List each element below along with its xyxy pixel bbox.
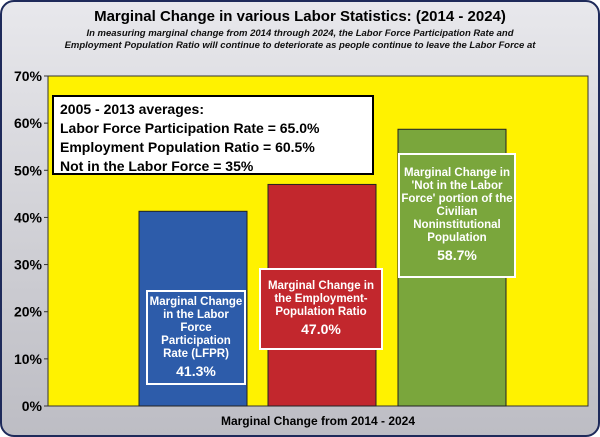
legend-line-epr: Employment Population Ratio = 60.5% (60, 139, 315, 155)
chart-subtitle: In measuring marginal change from 2014 t… (64, 28, 536, 51)
legend-line-nilf: Not in the Labor Force = 35% (60, 158, 254, 174)
bar-label-text: Marginal Change in 'Not in the Labor For… (401, 167, 513, 244)
x-axis-label: Marginal Change from 2014 - 2024 (221, 414, 415, 428)
bar-label-value: 41.3% (176, 362, 216, 379)
bar-label-lfpr: Marginal Change in the Labor Force Parti… (146, 290, 246, 385)
bar-label-epr: Marginal Change in the Employment-Popula… (259, 268, 383, 350)
bar-label-nilf: Marginal Change in 'Not in the Labor For… (398, 153, 516, 278)
bar-label-value: 58.7% (437, 247, 477, 263)
y-tick-label: 0% (22, 398, 43, 414)
averages-legend-box: 2005 - 2013 averages: Labor Force Partic… (52, 95, 374, 175)
y-tick-label: 10% (14, 351, 43, 367)
y-axis-ticks: 0% 10% 20% 30% 40% 50% 60% 70% (14, 68, 48, 414)
bar-label-text: Marginal Change in the Labor Force Parti… (149, 295, 243, 360)
legend-heading: 2005 - 2013 averages: (60, 101, 204, 117)
bar-label-text: Marginal Change in the Employment-Popula… (267, 280, 375, 318)
y-tick-label: 60% (14, 115, 43, 131)
y-tick-label: 40% (14, 209, 43, 225)
chart-title: Marginal Change in various Labor Statist… (94, 8, 506, 25)
legend-line-lfpr: Labor Force Participation Rate = 65.0% (60, 120, 320, 136)
bar-label-value: 47.0% (301, 321, 341, 337)
y-tick-label: 70% (14, 68, 43, 84)
y-tick-label: 20% (14, 304, 43, 320)
y-tick-label: 30% (14, 257, 43, 273)
y-tick-label: 50% (14, 162, 43, 178)
